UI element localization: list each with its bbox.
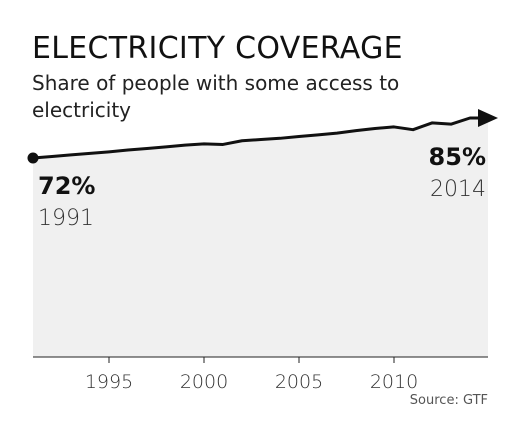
start-point [27,152,39,164]
x-tick-label: 1995 [85,371,133,393]
chart-title: ELECTRICITY COVERAGE [32,31,403,66]
start-value-label: 72% [38,172,95,200]
chart-subtitle-line2: electricity [32,98,131,122]
source-note: Source: GTF [410,393,488,408]
series-line [32,116,478,160]
chart-subtitle-line1: Share of people with some access to [32,71,399,95]
end-year-label: 2014 [430,177,486,202]
start-year-label: 1991 [38,206,94,231]
x-tick-label: 2005 [275,371,323,393]
x-tick-label: 2010 [370,371,418,393]
arrow-head-icon [478,109,498,127]
x-tick-label: 2000 [180,371,228,393]
end-value-label: 85% [429,143,486,171]
x-axis-ticks: 1995 2000 2005 2010 [85,357,418,393]
area-fill [33,118,488,357]
